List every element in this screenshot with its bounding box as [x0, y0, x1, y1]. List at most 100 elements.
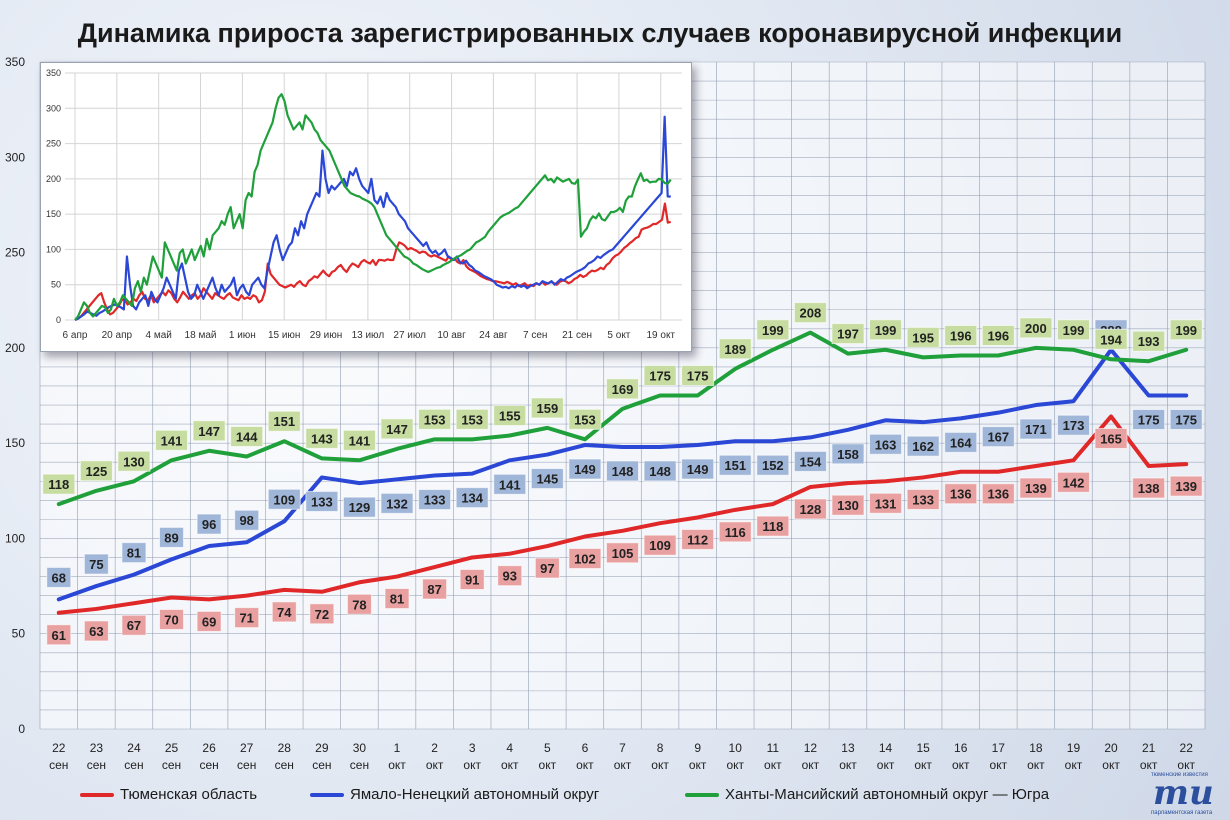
y-tick-label: 150 — [5, 436, 25, 450]
x-tick-label-month: сен — [199, 758, 218, 772]
x-tick-label-day: 23 — [90, 741, 104, 755]
data-label: 159 — [536, 401, 558, 416]
data-label: 138 — [1138, 481, 1160, 496]
x-tick-label-month: окт — [764, 758, 782, 772]
x-tick-label-month: окт — [1140, 758, 1158, 772]
x-tick-label-day: 16 — [954, 741, 968, 755]
data-label-bg — [681, 458, 715, 480]
data-label: 197 — [837, 327, 859, 342]
x-tick-label-day: 21 — [1142, 741, 1156, 755]
data-label-bg — [305, 490, 339, 512]
data-label: 129 — [349, 500, 371, 515]
x-tick-label-day: 6 — [582, 741, 589, 755]
inset-chart-svg: 0 50 100 150 200 250 300 350 6 апр 20 апр 4 май 18 … — [46, 68, 682, 341]
inset-x-tick-label: 7 сен — [523, 330, 547, 341]
data-label-bg — [117, 450, 151, 472]
data-label: 128 — [800, 502, 822, 517]
data-label: 175 — [687, 369, 709, 384]
data-label-bg — [196, 513, 222, 535]
data-label: 175 — [649, 369, 671, 384]
data-label: 145 — [536, 472, 558, 487]
data-label-bg — [455, 487, 489, 509]
data-label: 151 — [273, 414, 295, 429]
data-label-bg — [1169, 319, 1203, 341]
legend-label-hmao: Ханты-Мансийский автономный округ — Югра — [725, 786, 1050, 803]
inset-x-tick-label: 4 май — [145, 330, 171, 341]
data-label: 98 — [239, 513, 253, 528]
data-label: 136 — [987, 487, 1009, 502]
data-label: 149 — [687, 462, 709, 477]
data-label: 133 — [424, 493, 446, 508]
publisher-logo: тюменские известия ти парламентская газе… — [1145, 772, 1225, 816]
data-label: 144 — [236, 429, 258, 444]
data-label-bg — [1056, 319, 1090, 341]
data-label-bg — [869, 492, 903, 514]
inset-x-tick-label: 19 окт — [646, 330, 675, 341]
x-tick-label-month: сен — [49, 758, 68, 772]
data-label-bg — [606, 542, 639, 564]
legend-swatch-hmao — [685, 792, 719, 797]
inset-series-line-hmao — [74, 93, 672, 321]
inset-y-tick-label: 100 — [46, 244, 61, 254]
data-label: 70 — [164, 613, 178, 628]
data-label: 78 — [352, 597, 366, 612]
data-label: 148 — [612, 464, 634, 479]
logo-mark: ти — [1153, 773, 1214, 813]
inset-y-tick-label: 250 — [46, 139, 61, 149]
data-label-bg — [309, 603, 335, 625]
data-label-bg — [234, 607, 260, 629]
data-label-bg — [944, 324, 978, 346]
data-label: 148 — [649, 464, 671, 479]
x-tick-label-month: окт — [614, 758, 632, 772]
data-label-bg — [1132, 409, 1166, 430]
data-label-bg — [384, 588, 410, 610]
chart-title: Динамика прироста зарегистрированных слу… — [77, 18, 1123, 48]
x-tick-label-day: 28 — [278, 741, 292, 755]
x-tick-label-month: окт — [802, 758, 820, 772]
data-label-bg — [1132, 477, 1166, 499]
x-tick-label-day: 26 — [202, 741, 216, 755]
inset-x-tick-label: 13 июл — [352, 330, 385, 341]
data-label-bg — [493, 405, 527, 427]
data-label: 102 — [574, 552, 596, 567]
data-label-bg — [906, 488, 940, 510]
x-tick-label-month: сен — [124, 758, 143, 772]
x-tick-label-month: сен — [237, 758, 256, 772]
data-label: 151 — [724, 458, 746, 473]
data-label: 199 — [762, 323, 784, 338]
data-label: 199 — [1175, 323, 1197, 338]
inset-y-tick-label: 150 — [46, 209, 61, 219]
data-label: 165 — [1100, 431, 1122, 446]
legend-item-tyumen: Тюменская область — [80, 786, 257, 803]
data-label: 142 — [1063, 475, 1085, 490]
data-label: 91 — [465, 572, 479, 587]
x-tick-label-day: 4 — [506, 741, 513, 755]
data-label-bg — [1169, 475, 1203, 497]
data-label-bg — [305, 427, 339, 449]
x-tick-label-month: сен — [162, 758, 181, 772]
data-label: 71 — [239, 611, 253, 626]
legend-label-yamal: Ямало-Ненецкий автономный округ — [350, 786, 600, 803]
data-label: 163 — [875, 437, 897, 452]
inset-series-line-yamal — [74, 115, 671, 321]
data-label-bg — [459, 568, 485, 590]
inset-x-tick-label: 5 окт — [607, 330, 630, 341]
data-label-bg — [944, 431, 978, 453]
data-label-bg — [159, 609, 185, 631]
data-label-bg — [267, 410, 301, 432]
data-label: 199 — [875, 323, 897, 338]
data-label: 141 — [349, 433, 371, 448]
data-label-bg — [271, 601, 297, 623]
data-label-bg — [79, 460, 113, 482]
data-label: 118 — [762, 519, 783, 534]
inset-y-tick-label: 50 — [51, 280, 61, 290]
y-tick-label: 250 — [5, 246, 25, 260]
data-label: 196 — [987, 328, 1009, 343]
x-tick-label-day: 22 — [52, 741, 66, 755]
x-tick-label-day: 5 — [544, 741, 551, 755]
legend-swatch-yamal — [310, 792, 344, 797]
data-label-bg — [1094, 328, 1128, 350]
data-label-bg — [155, 429, 189, 451]
legend-item-yamal: Ямало-Ненецкий автономный округ — [310, 786, 599, 803]
data-label-bg — [681, 528, 715, 550]
